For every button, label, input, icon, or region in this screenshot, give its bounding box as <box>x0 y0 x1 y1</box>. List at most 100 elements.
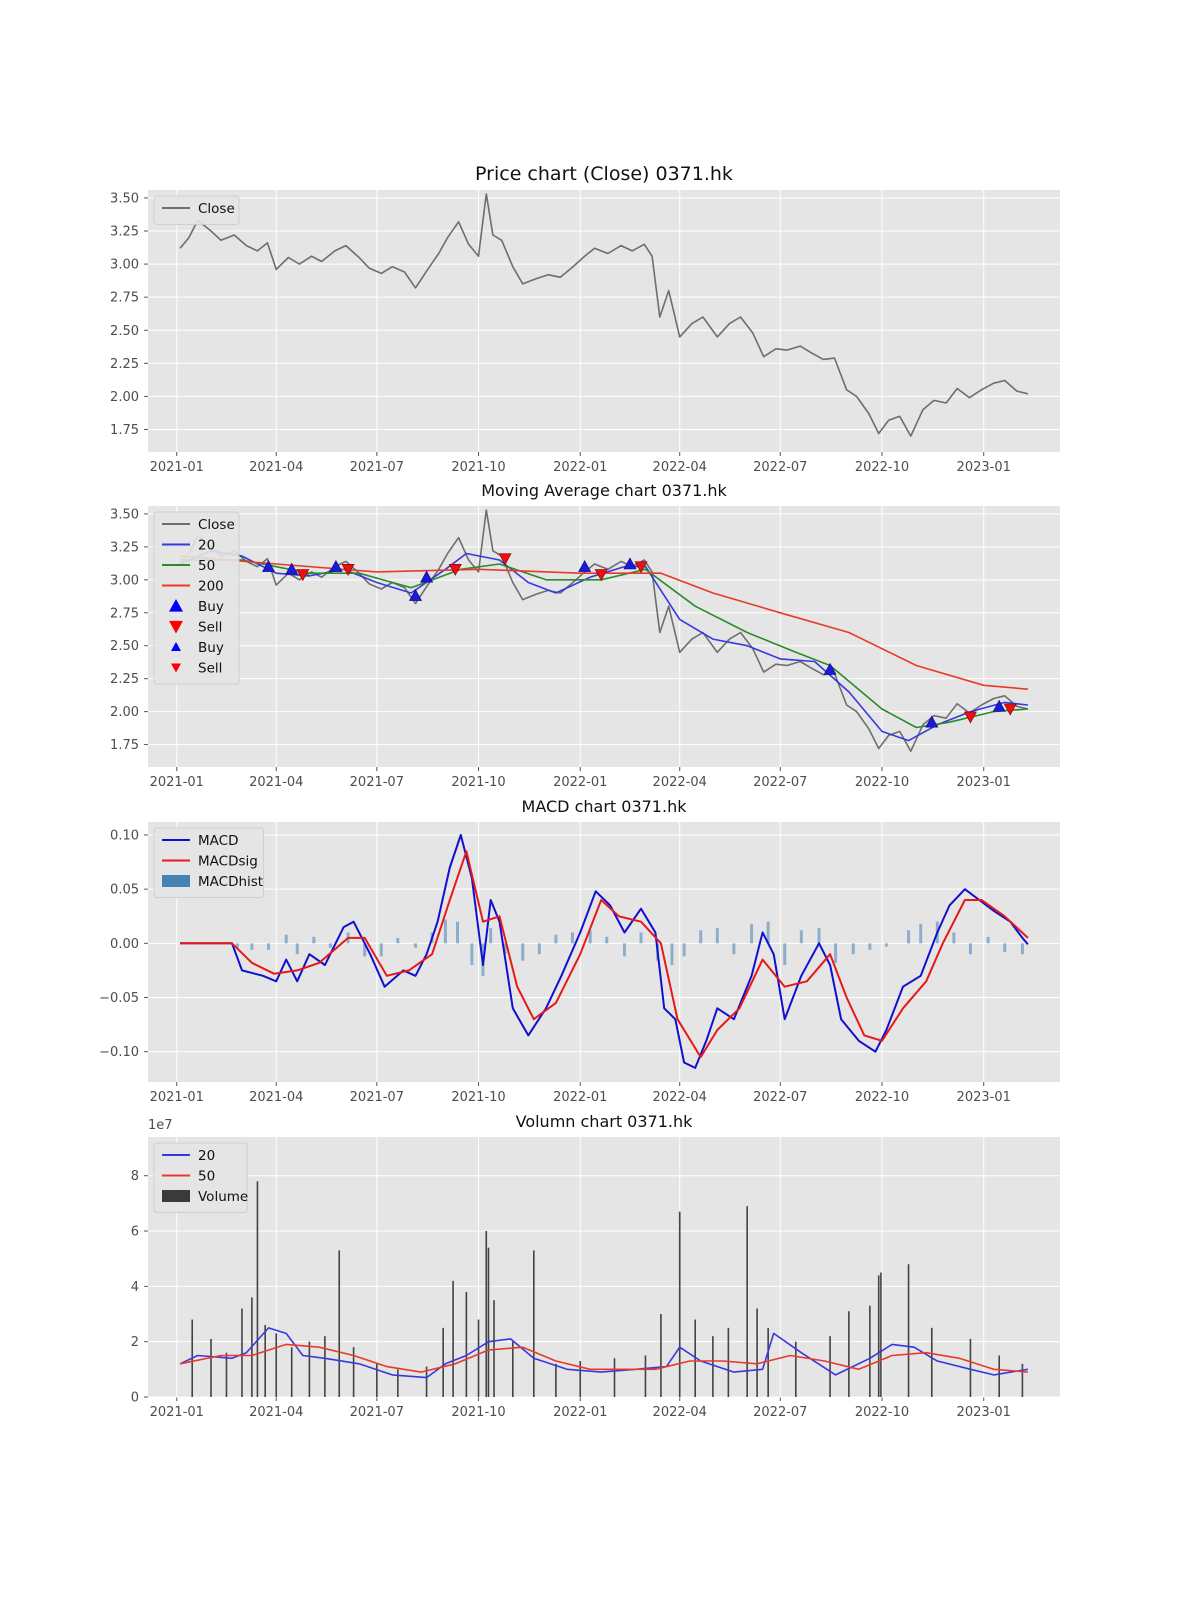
sell-marker <box>1003 703 1017 716</box>
volume-bar <box>579 1361 582 1397</box>
macd-hist-bar <box>834 943 838 963</box>
legend-box <box>153 195 240 225</box>
volume-bar <box>877 1275 880 1397</box>
chart-title: Moving Average chart 0371.hk <box>481 481 727 500</box>
macd-hist-bar <box>456 921 460 944</box>
y-tick-label: 3.25 <box>110 540 139 555</box>
volume-bar <box>848 1311 850 1397</box>
legend: Close 20 50 200 Buy Sell Buy Sell <box>153 511 240 685</box>
macd-hist-bar <box>622 943 626 957</box>
x-tick-label: 2021-04 <box>249 1405 303 1420</box>
chart-panel-1: 2021-01 2021-04 2021-07 2021-10 2022-01 2022-… <box>110 163 1060 475</box>
volume-bar <box>969 1338 972 1397</box>
y-tick-label: 0.05 <box>110 883 139 898</box>
macd-hist-bar <box>868 943 872 950</box>
x-tick-label: 2022-10 <box>855 1405 909 1420</box>
sell-marker <box>341 563 355 576</box>
macd-hist-bar <box>503 943 507 955</box>
y-tick-label: 3.00 <box>110 573 139 588</box>
macd-hist-bar <box>968 943 972 955</box>
plot-marks <box>179 509 1029 752</box>
volume-bar <box>613 1358 616 1397</box>
legend-label: MACD <box>198 833 238 849</box>
legend-sell-marker <box>171 663 181 673</box>
x-tick-label: 2021-04 <box>249 775 303 790</box>
volume-bar <box>998 1355 1000 1397</box>
sell-marker <box>634 561 648 574</box>
macd-hist-bar <box>537 943 541 955</box>
volume-bar <box>352 1347 355 1397</box>
macd-hist-bar <box>799 930 803 944</box>
legend-box <box>153 511 240 685</box>
volume-bar <box>493 1300 495 1397</box>
x-tick-label: 2021-07 <box>350 1405 404 1420</box>
chart-title: Price chart (Close) 0371.hk <box>475 163 733 185</box>
macd-hist-bar <box>470 943 474 965</box>
buy-marker <box>623 557 637 570</box>
buy-marker <box>823 662 837 675</box>
macd-hist-bar <box>414 943 418 948</box>
volume-bar <box>644 1355 647 1397</box>
legend-label: Buy <box>198 640 224 656</box>
macd-hist-bar <box>284 934 288 944</box>
volume-bar <box>256 1181 259 1397</box>
legend-sell-marker <box>169 620 183 634</box>
y-tick-label: 4 <box>131 1280 139 1295</box>
macd-hist-bar <box>605 936 609 944</box>
volume-bar <box>485 1231 488 1397</box>
y-tick-label: 3.25 <box>110 225 139 240</box>
x-tick-label: 2022-01 <box>553 775 607 790</box>
buy-marker <box>329 560 343 572</box>
macd-hist-bar <box>919 923 923 944</box>
series-line-macdsig <box>180 850 1029 1059</box>
series-line-macd <box>180 834 1029 1069</box>
volume-bar <box>756 1308 758 1397</box>
plot-area <box>148 190 1060 452</box>
volume-bar <box>210 1338 212 1397</box>
x-tick-label: 2021-10 <box>451 775 505 790</box>
macd-hist-bar <box>670 943 674 965</box>
macd-hist-bar <box>443 919 447 944</box>
x-tick-label: 2021-01 <box>150 1405 204 1420</box>
legend-label: Close <box>198 517 235 533</box>
macd-hist-bar <box>250 943 254 950</box>
macd-hist-bar <box>715 928 719 944</box>
macd-hist-bar <box>1020 943 1024 955</box>
macd-hist-bar <box>379 943 383 957</box>
volume-bar <box>880 1272 882 1397</box>
y-tick-label: 2 <box>131 1335 139 1350</box>
chart-panel-3: 2021-01 2021-04 2021-07 2021-10 2022-01 2022-… <box>99 797 1060 1105</box>
legend-swatch <box>162 875 190 887</box>
macd-hist-bar <box>521 943 525 961</box>
x-tick-label: 2022-01 <box>553 1090 607 1105</box>
volume-bar <box>264 1325 266 1397</box>
volume-bar <box>425 1366 428 1397</box>
legend-swatch <box>162 1190 190 1202</box>
volume-bar <box>555 1363 557 1397</box>
legend-label: 50 <box>198 558 215 574</box>
y-tick-label: 3.00 <box>110 258 139 273</box>
y-tick-label: 2.25 <box>110 672 139 687</box>
macd-hist-bar <box>732 943 736 955</box>
series-line-close <box>179 509 1029 752</box>
volume-bar <box>477 1319 480 1397</box>
macd-hist-bar <box>236 943 240 948</box>
x-tick-label: 2023-01 <box>957 1090 1011 1105</box>
macd-hist-bar <box>682 943 686 957</box>
volume-bar <box>442 1327 444 1397</box>
legend-label: 200 <box>198 579 224 595</box>
macd-hist-bar <box>907 930 911 944</box>
y-offset-label: 1e7 <box>148 1118 173 1133</box>
y-tick-label: 2.50 <box>110 639 139 654</box>
x-tick-label: 2022-04 <box>653 1090 707 1105</box>
x-tick-label: 2022-04 <box>653 775 707 790</box>
volume-bar <box>678 1211 681 1397</box>
y-tick-label: 0 <box>131 1391 139 1406</box>
x-tick-label: 2021-01 <box>150 460 204 475</box>
x-tick-label: 2022-07 <box>753 460 807 475</box>
sell-marker <box>296 569 310 582</box>
volume-bar <box>767 1327 769 1397</box>
y-tick-label: 1.75 <box>110 738 139 753</box>
legend-label: 20 <box>198 538 215 554</box>
